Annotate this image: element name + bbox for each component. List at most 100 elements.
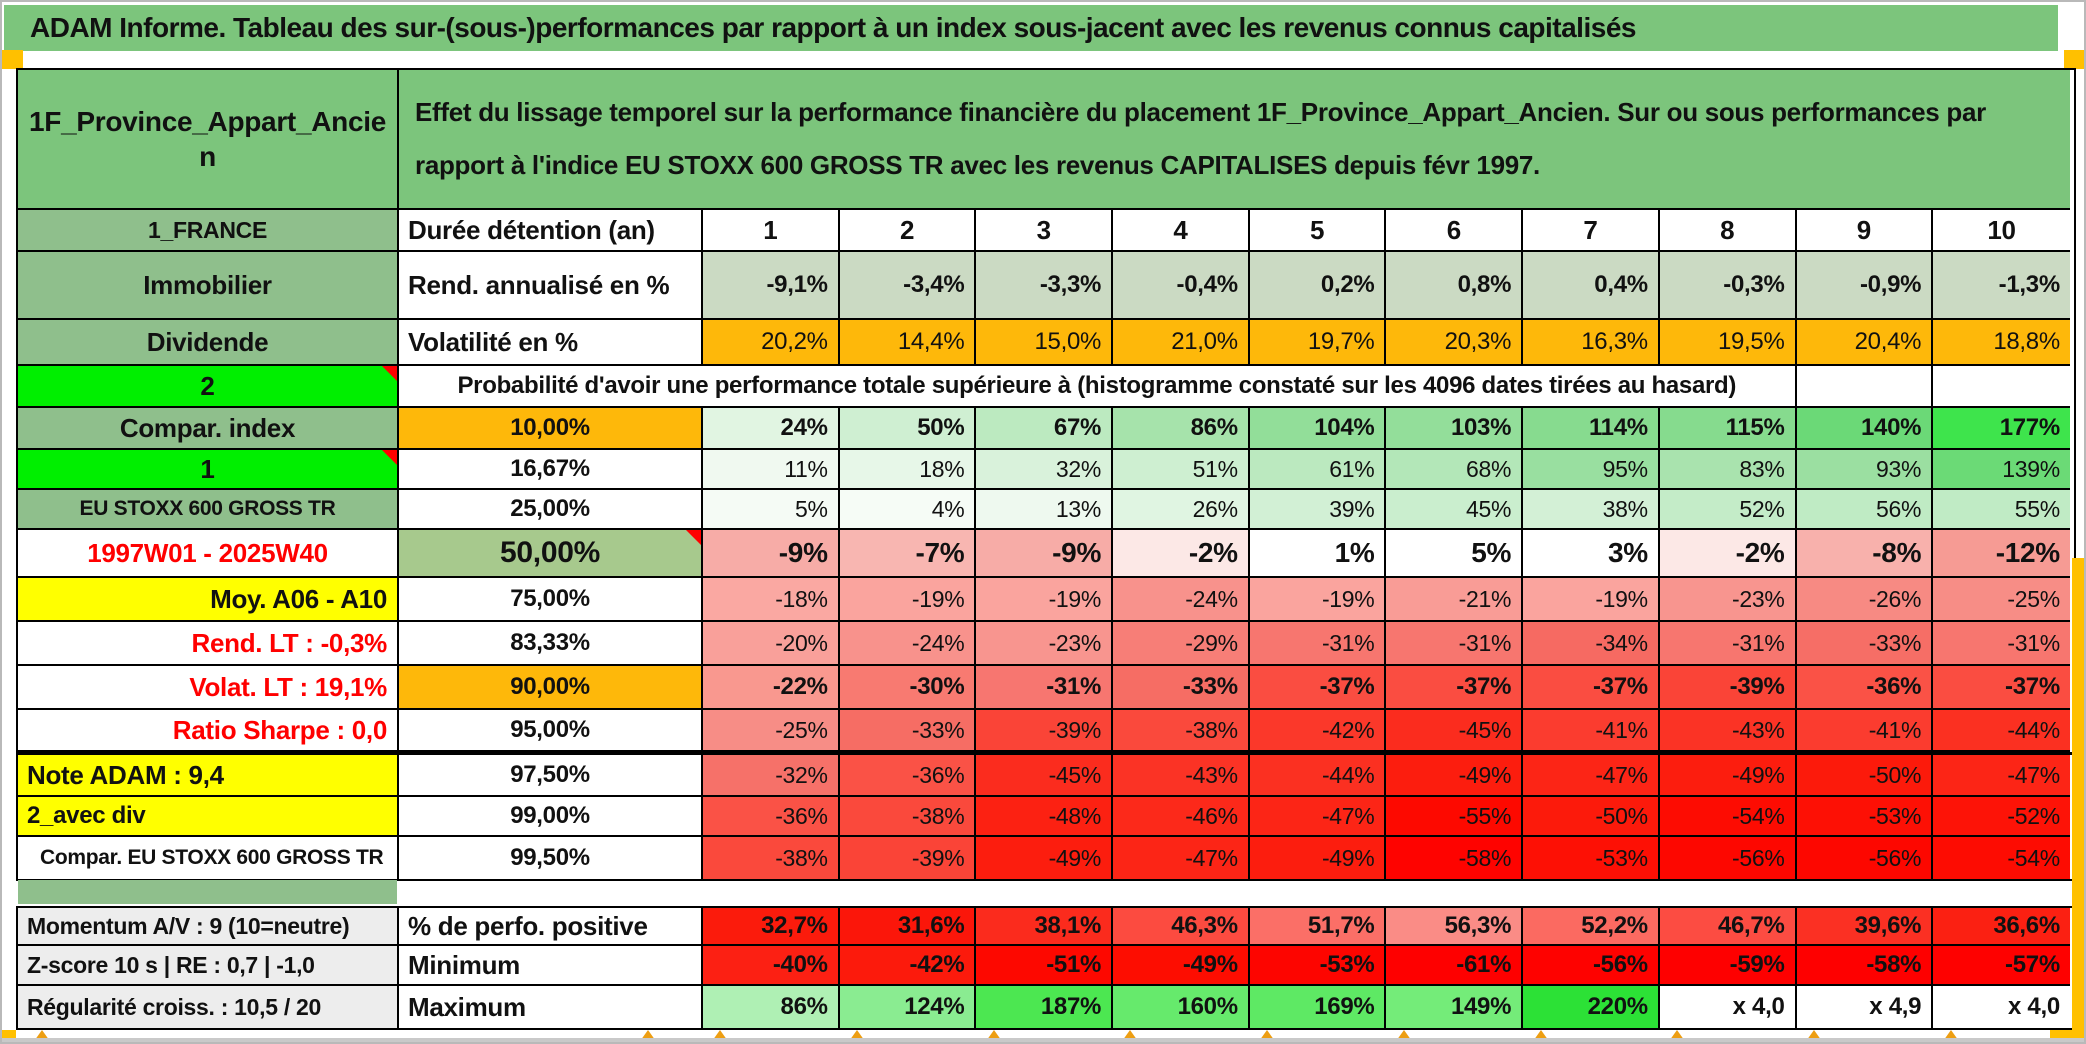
data-cell[interactable]: 4 bbox=[1113, 210, 1250, 252]
data-cell[interactable]: -49% bbox=[1659, 755, 1797, 797]
data-cell[interactable]: 93% bbox=[1796, 450, 1934, 490]
data-cell[interactable]: 39% bbox=[1249, 490, 1387, 530]
data-cell[interactable]: -2% bbox=[1659, 530, 1797, 578]
data-cell[interactable]: -3,3% bbox=[976, 252, 1114, 320]
row-label[interactable]: 2_avec div bbox=[18, 797, 399, 837]
data-cell[interactable]: 21,0% bbox=[1113, 320, 1250, 366]
data-cell[interactable]: -24% bbox=[1113, 578, 1250, 622]
row-header[interactable]: 97,50% bbox=[399, 755, 703, 797]
data-cell[interactable]: -59% bbox=[1659, 946, 1797, 986]
data-cell[interactable]: 9 bbox=[1796, 210, 1934, 252]
data-cell[interactable]: 24% bbox=[703, 408, 840, 450]
data-cell[interactable]: -39% bbox=[976, 710, 1114, 752]
data-cell[interactable]: -50% bbox=[1796, 755, 1934, 797]
data-cell[interactable]: -40% bbox=[703, 946, 840, 986]
data-cell[interactable]: 187% bbox=[976, 986, 1114, 1028]
data-cell[interactable]: -39% bbox=[839, 837, 977, 879]
data-cell[interactable]: 32,7% bbox=[703, 908, 840, 946]
data-cell[interactable]: -25% bbox=[703, 710, 840, 752]
data-cell[interactable]: -43% bbox=[1659, 710, 1797, 752]
data-cell[interactable]: 3 bbox=[976, 210, 1114, 252]
data-cell[interactable]: x 4,0 bbox=[1933, 986, 2070, 1028]
data-cell[interactable]: -36% bbox=[839, 755, 977, 797]
row-header[interactable]: Maximum bbox=[399, 986, 703, 1028]
data-cell[interactable]: -43% bbox=[1113, 755, 1250, 797]
row-label[interactable]: Dividende bbox=[18, 320, 399, 366]
data-cell[interactable]: 86% bbox=[703, 986, 840, 1028]
data-cell[interactable]: 8 bbox=[1659, 210, 1797, 252]
data-cell[interactable]: -54% bbox=[1659, 797, 1797, 837]
data-cell[interactable]: 46,3% bbox=[1113, 908, 1250, 946]
data-cell[interactable]: 52,2% bbox=[1523, 908, 1660, 946]
data-cell[interactable]: -8% bbox=[1796, 530, 1934, 578]
data-cell[interactable]: -37% bbox=[1523, 666, 1660, 710]
row-header[interactable]: Durée détention (an) bbox=[399, 210, 703, 252]
data-cell[interactable]: 10 bbox=[1933, 210, 2070, 252]
data-cell[interactable]: -23% bbox=[1659, 578, 1797, 622]
data-cell[interactable]: -45% bbox=[976, 755, 1114, 797]
data-cell[interactable]: -31% bbox=[976, 666, 1114, 710]
row-header[interactable]: % de perfo. positive bbox=[399, 908, 703, 946]
data-cell[interactable]: -37% bbox=[1386, 666, 1524, 710]
data-cell[interactable]: 56% bbox=[1796, 490, 1934, 530]
data-cell[interactable]: -49% bbox=[1386, 755, 1524, 797]
data-cell[interactable]: 67% bbox=[976, 408, 1114, 450]
data-cell[interactable]: 1 bbox=[703, 210, 840, 252]
data-cell[interactable]: 18,8% bbox=[1933, 320, 2070, 366]
data-cell[interactable]: -49% bbox=[1113, 946, 1250, 986]
data-cell[interactable]: 1% bbox=[1249, 530, 1387, 578]
data-cell[interactable]: 55% bbox=[1933, 490, 2070, 530]
data-cell[interactable]: 13% bbox=[976, 490, 1114, 530]
data-cell[interactable]: -49% bbox=[976, 837, 1114, 879]
data-cell[interactable]: 95% bbox=[1523, 450, 1660, 490]
data-cell[interactable]: -48% bbox=[976, 797, 1114, 837]
data-cell[interactable]: -44% bbox=[1249, 755, 1387, 797]
data-cell[interactable]: 104% bbox=[1249, 408, 1387, 450]
data-cell[interactable]: 140% bbox=[1796, 408, 1934, 450]
data-cell[interactable]: -50% bbox=[1523, 797, 1660, 837]
data-cell[interactable]: 51% bbox=[1113, 450, 1250, 490]
data-cell[interactable]: 18% bbox=[839, 450, 977, 490]
row-label[interactable]: Immobilier bbox=[18, 252, 399, 320]
data-cell[interactable]: -53% bbox=[1523, 837, 1660, 879]
row-header[interactable]: 10,00% bbox=[399, 408, 703, 450]
row-header[interactable]: 90,00% bbox=[399, 666, 703, 710]
row-label[interactable]: Note ADAM : 9,4 bbox=[18, 755, 399, 797]
data-cell[interactable]: -46% bbox=[1113, 797, 1250, 837]
data-cell[interactable]: -26% bbox=[1796, 578, 1934, 622]
empty-cell[interactable] bbox=[1933, 366, 2070, 408]
data-cell[interactable]: 0,2% bbox=[1249, 252, 1387, 320]
data-cell[interactable]: -25% bbox=[1933, 578, 2070, 622]
data-cell[interactable]: 31,6% bbox=[839, 908, 977, 946]
data-cell[interactable]: -21% bbox=[1386, 578, 1524, 622]
data-cell[interactable]: 20,3% bbox=[1386, 320, 1524, 366]
data-cell[interactable]: -9% bbox=[976, 530, 1114, 578]
data-cell[interactable]: 5% bbox=[1386, 530, 1524, 578]
data-cell[interactable]: 46,7% bbox=[1659, 908, 1797, 946]
data-cell[interactable]: -51% bbox=[976, 946, 1114, 986]
data-cell[interactable]: 20,2% bbox=[703, 320, 840, 366]
data-cell[interactable]: -0,3% bbox=[1659, 252, 1797, 320]
data-cell[interactable]: -30% bbox=[839, 666, 977, 710]
data-cell[interactable]: -39% bbox=[1659, 666, 1797, 710]
data-cell[interactable]: -36% bbox=[1796, 666, 1934, 710]
data-cell[interactable]: 7 bbox=[1523, 210, 1660, 252]
data-cell[interactable]: x 4,9 bbox=[1796, 986, 1934, 1028]
data-cell[interactable]: -56% bbox=[1523, 946, 1660, 986]
data-cell[interactable]: 160% bbox=[1113, 986, 1250, 1028]
data-cell[interactable]: 50% bbox=[839, 408, 977, 450]
data-cell[interactable]: -34% bbox=[1523, 622, 1660, 666]
data-cell[interactable]: 39,6% bbox=[1796, 908, 1934, 946]
data-cell[interactable]: -32% bbox=[703, 755, 840, 797]
data-cell[interactable]: -31% bbox=[1386, 622, 1524, 666]
data-cell[interactable]: -54% bbox=[1933, 837, 2070, 879]
data-cell[interactable]: 3% bbox=[1523, 530, 1660, 578]
data-cell[interactable]: -38% bbox=[703, 837, 840, 879]
data-cell[interactable]: 38,1% bbox=[976, 908, 1114, 946]
row-label[interactable]: EU STOXX 600 GROSS TR bbox=[18, 490, 399, 530]
data-cell[interactable]: -33% bbox=[1796, 622, 1934, 666]
data-cell[interactable]: x 4,0 bbox=[1659, 986, 1797, 1028]
data-cell[interactable]: 220% bbox=[1523, 986, 1660, 1028]
data-cell[interactable]: 61% bbox=[1249, 450, 1387, 490]
data-cell[interactable]: -42% bbox=[1249, 710, 1387, 752]
